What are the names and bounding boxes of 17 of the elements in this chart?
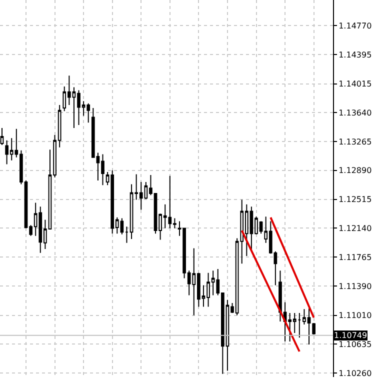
candlestick [125,226,128,244]
y-tick-label: 1.13265 [338,137,372,146]
y-tick-label: 1.10260 [338,368,372,378]
y-tick-label: 1.11765 [338,252,372,262]
y-tick-label: 1.12515 [338,195,372,204]
y-tick-label: 1.12890 [338,166,372,176]
ref-line-label: 1.10749 [334,331,368,340]
y-tick-label: 1.10635 [338,340,372,349]
y-tick-label: 1.13640 [338,108,372,118]
y-tick-label: 1.11390 [338,282,372,291]
candlestick [298,312,302,338]
y-tick-label: 1.14395 [338,50,372,60]
candlestick [312,322,316,336]
y-tick-label: 1.14770 [338,21,372,30]
y-tick-label: 1.11010 [338,311,372,320]
y-tick-label: 1.12140 [338,224,372,234]
y-tick-label: 1.14015 [338,80,372,89]
